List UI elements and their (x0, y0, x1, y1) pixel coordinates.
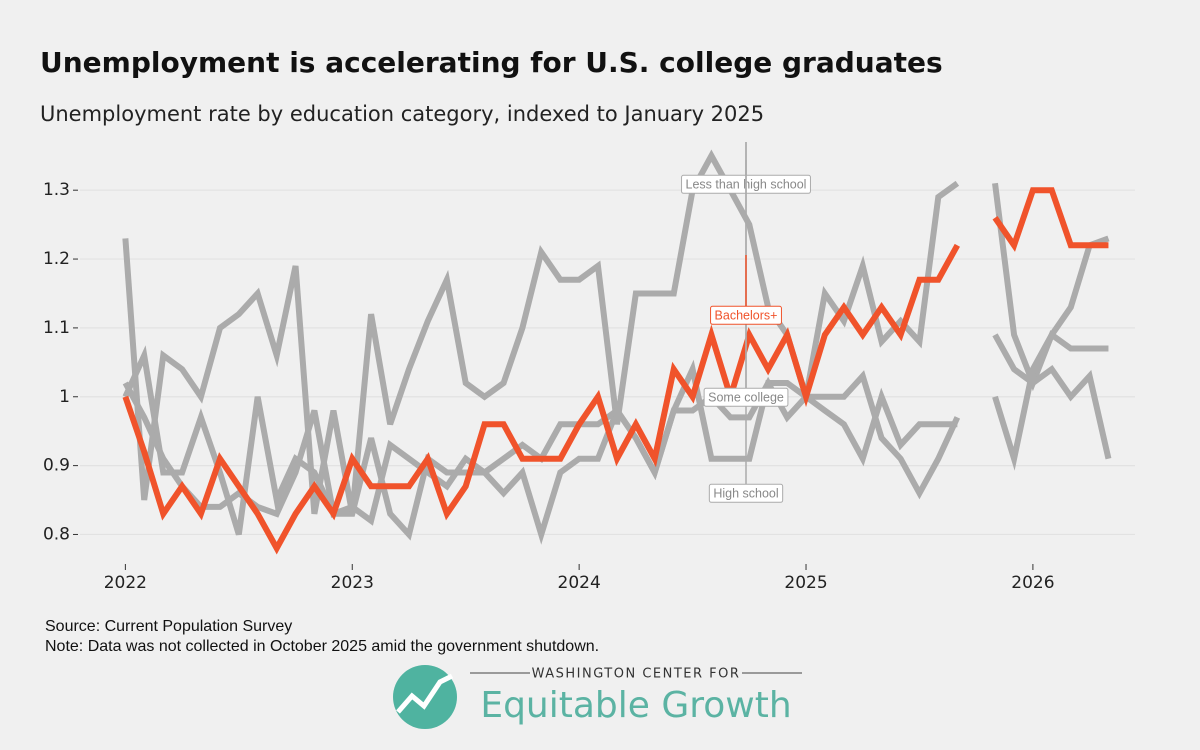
y-tick-label: 1.1 (43, 318, 70, 338)
x-tick-label: 2023 (331, 573, 374, 593)
logo-name: Equitable Growth (480, 685, 791, 726)
y-tick-label: 1.2 (43, 249, 70, 269)
note: Note: Data was not collected in October … (45, 638, 599, 655)
y-tick-label: 1.3 (43, 180, 70, 200)
logo-top: WASHINGTON CENTER FOR (532, 667, 741, 682)
x-tick-label: 2025 (784, 573, 827, 593)
label-box (708, 483, 784, 503)
chart-subtitle: Unemployment rate by education category,… (40, 102, 764, 126)
source: Source: Current Population Survey (45, 618, 292, 635)
series-label: Some college (708, 390, 784, 404)
series-line (122, 235, 1110, 545)
label-box (703, 387, 789, 407)
series-label: High school (713, 486, 778, 500)
y-tick-label: 0.8 (43, 524, 70, 544)
label-box (710, 305, 782, 325)
series-line (122, 187, 1109, 555)
logo-arrow (396, 673, 454, 714)
x-tick-label: 2022 (104, 573, 147, 593)
logo: WASHINGTON CENTER FOR Equitable Growth (393, 665, 802, 729)
y-tick-label: 0.9 (43, 456, 70, 476)
logo-circle (393, 665, 457, 729)
y-tick-label: 1 (59, 387, 70, 407)
x-tick-label: 2026 (1011, 573, 1054, 593)
series-label: Bachelors+ (715, 308, 778, 322)
x-tick-label: 2024 (558, 573, 601, 593)
chart-title: Unemployment is accelerating for U.S. co… (40, 46, 943, 79)
